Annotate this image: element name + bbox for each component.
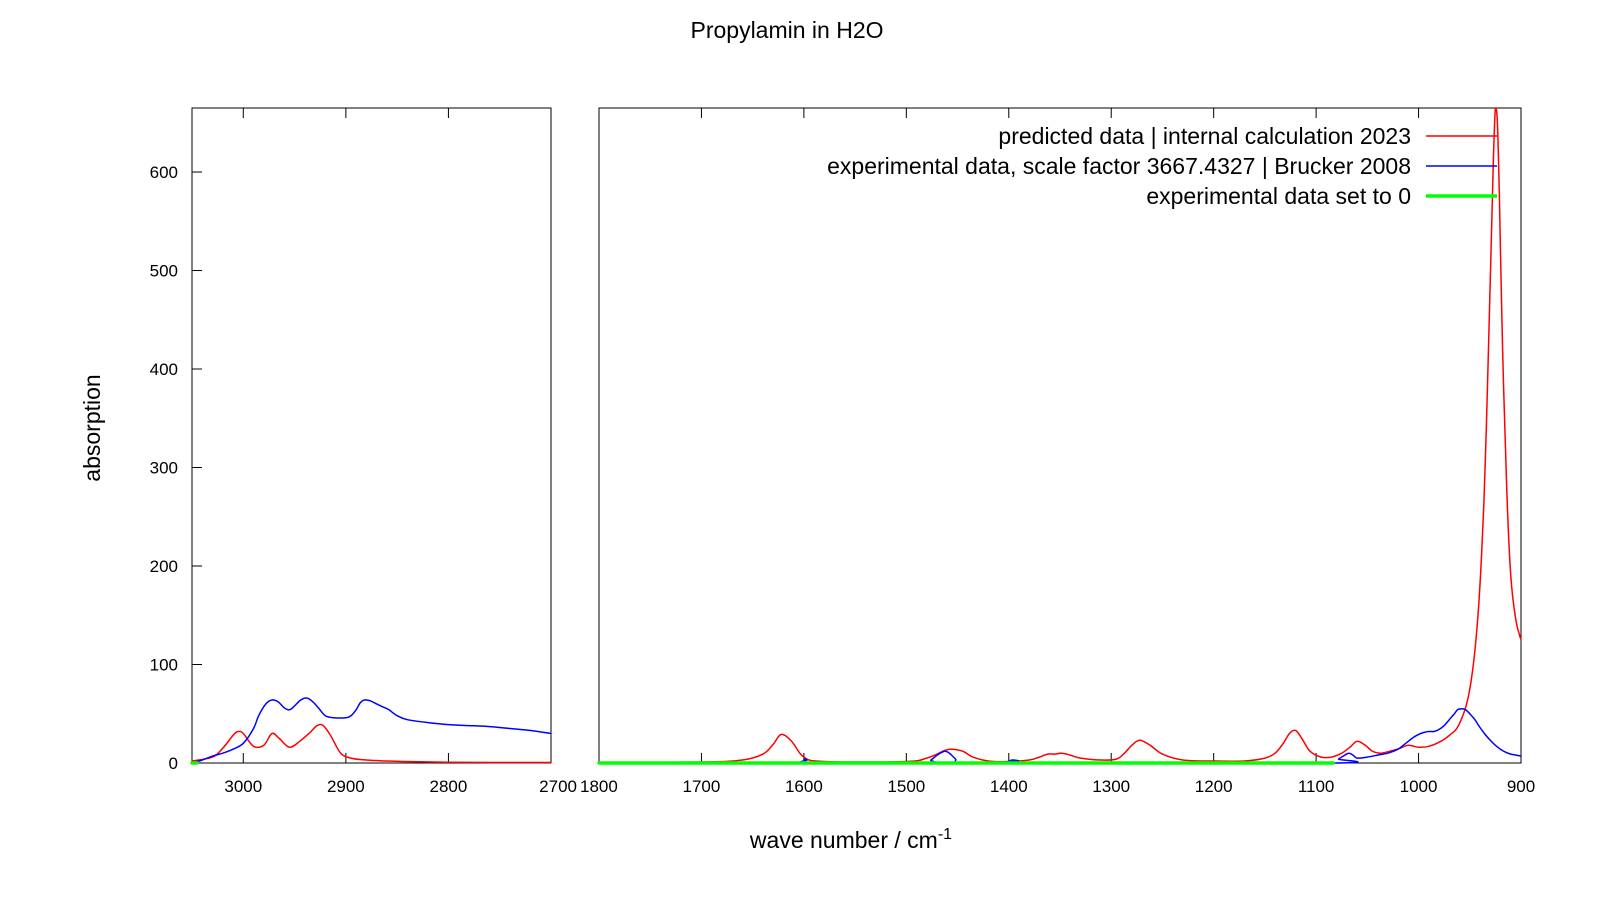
x-tick-label-1500: 1500 (887, 777, 925, 796)
y-tick-label-600: 600 (150, 163, 178, 182)
x-tick-label-1700: 1700 (683, 777, 721, 796)
legend: predicted data | internal calculation 20… (827, 123, 1497, 209)
legend-label-1: predicted data | internal calculation 20… (998, 123, 1411, 149)
y-tick-label-500: 500 (150, 262, 178, 281)
y-tick-label-0: 0 (169, 754, 178, 773)
x-tick-label-1800: 1800 (580, 777, 618, 796)
y-tick-label-100: 100 (150, 656, 178, 675)
y-tick-label-200: 200 (150, 557, 178, 576)
x-tick-label-2900: 2900 (327, 777, 365, 796)
x-tick-label-1400: 1400 (990, 777, 1028, 796)
x-tick-label-1300: 1300 (1092, 777, 1130, 796)
series-2-panel-1-line (191, 697, 552, 764)
y-tick-label-300: 300 (150, 459, 178, 478)
x-tick-label-900: 900 (1507, 777, 1535, 796)
x-tick-label-3000: 3000 (224, 777, 262, 796)
series-1-panel-1-line (191, 723, 552, 764)
x-axis-label: wave number / cm-1 (749, 826, 952, 853)
x-tick-label-2800: 2800 (430, 777, 468, 796)
legend-label-3: experimental data set to 0 (1146, 183, 1411, 209)
chart-title: Propylamin in H2O (690, 17, 883, 43)
series-2-panel-2-line (799, 708, 1522, 764)
legend-label-2: experimental data, scale factor 3667.432… (827, 153, 1411, 179)
x-tick-label-1100: 1100 (1298, 777, 1335, 796)
x-tick-label-1600: 1600 (785, 777, 823, 796)
x-axis-label-text: wave number / cm (749, 827, 938, 853)
x-tick-label-2700: 2700 (539, 777, 577, 796)
x-tick-label-1200: 1200 (1195, 777, 1233, 796)
x-tick-label-1000: 1000 (1400, 777, 1438, 796)
x-axis-label-superscript: -1 (938, 826, 952, 843)
y-axis-label: absorption (79, 374, 105, 481)
plot-series (190, 107, 1522, 765)
plot-frame-panel-1 (191, 107, 552, 764)
y-tick-label-400: 400 (150, 360, 178, 379)
axes: 3000 2900 2800 2700 1800 1700 1600 1500 1400 1300… (150, 107, 1535, 796)
